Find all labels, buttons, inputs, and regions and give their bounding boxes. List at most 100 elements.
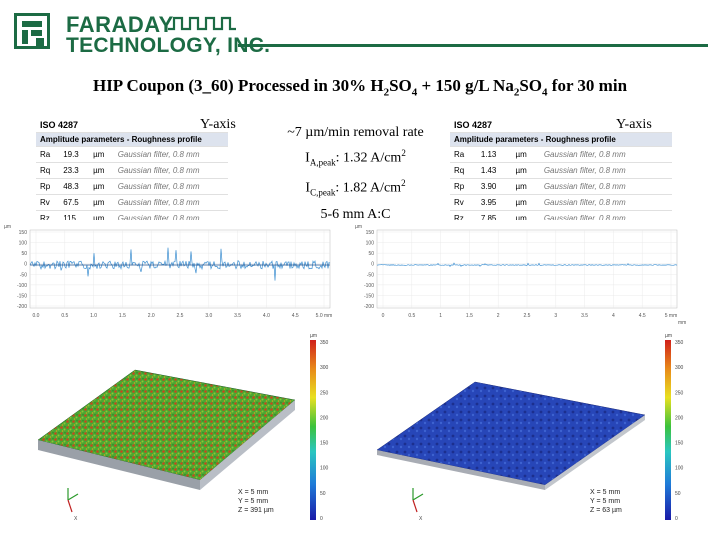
ytick-label: 150 — [19, 230, 28, 236]
left-surface-side-edge — [200, 400, 295, 490]
left-roughness-table: ISO 4287 Amplitude parameters - Roughnes… — [36, 118, 228, 227]
xtick-label: 4.0 — [263, 313, 270, 319]
xtick-label: 0.5 — [61, 313, 68, 319]
electrode-gap: 5-6 mm A:C — [320, 206, 391, 222]
xtick-label: 5 mm — [665, 313, 678, 319]
colorbar-tick-label: 350 — [320, 340, 329, 346]
left-yaxis-label: Y-axis — [200, 117, 236, 132]
xtick-label: 3.5 — [581, 313, 588, 319]
xtick-label: 2.0 — [148, 313, 155, 319]
colorbar-tick-label: 200 — [320, 415, 329, 421]
right-surface-front-edge — [377, 450, 545, 490]
colorbar-tick-label: 300 — [675, 365, 684, 371]
ytick-label: -150 — [364, 293, 374, 299]
xtick-label: 2.5 — [177, 313, 184, 319]
xtick-label: 5.0 mm — [316, 313, 333, 319]
right-profile-xunit: mm — [678, 320, 686, 325]
left-profile-line — [29, 247, 331, 281]
right-yaxis-label: Y-axis — [616, 117, 652, 132]
xtick-label: 4.5 — [639, 313, 646, 319]
table-row: Ra 19.3 µm Gaussian filter, 0.8 mm — [36, 146, 228, 163]
ytick-label: -150 — [17, 293, 27, 299]
faraday-logo-icon — [14, 13, 50, 49]
xtick-label: 3.0 — [205, 313, 212, 319]
axis-triad-icon: X — [412, 488, 424, 522]
left-table-standard: ISO 4287 — [36, 118, 228, 133]
ytick-label: 0 — [24, 262, 27, 268]
xtick-label: 0.0 — [33, 313, 40, 319]
colorbar-tick-label: 150 — [675, 441, 684, 447]
left-dimensions: X = 5 mm Y = 5 mm Z = 391 µm — [238, 489, 274, 514]
pulse-waveform-icon — [168, 16, 236, 31]
ytick-label: -100 — [17, 283, 27, 289]
right-table-section: Amplitude parameters - Roughness profile — [450, 132, 672, 147]
xtick-label: 1.5 — [466, 313, 473, 319]
colorbar-tick-label: 300 — [320, 365, 329, 371]
xtick-label: 0.5 — [408, 313, 415, 319]
process-conditions: ~7 µm/min removal rate IA,peak: 1.32 A/c… — [268, 122, 443, 225]
table-row: Rq 23.3 µm Gaussian filter, 0.8 mm — [36, 162, 228, 179]
xtick-label: 1.0 — [90, 313, 97, 319]
left-cbar-unit: µm — [310, 333, 317, 339]
right-roughness-table: ISO 4287 Amplitude parameters - Roughnes… — [450, 118, 672, 227]
svg-text:X: X — [74, 516, 78, 522]
ytick-label: 100 — [19, 241, 28, 247]
header-divider — [238, 44, 708, 47]
xtick-label: 2.5 — [524, 313, 531, 319]
ytick-label: 150 — [366, 230, 375, 236]
right-roughness-profile: mm µm 150 100 50 0 -50 -100 -150 -200 0 0.5 1 1.5 2… — [355, 220, 690, 325]
right-cbar-unit: µm — [665, 333, 672, 339]
left-surface-front-edge — [38, 440, 200, 490]
right-table-standard: ISO 4287 — [450, 118, 672, 133]
ytick-label: -100 — [364, 283, 374, 289]
colorbar-tick-label: 350 — [675, 340, 684, 346]
left-table-section: Amplitude parameters - Roughness profile — [36, 132, 228, 147]
ytick-label: 100 — [366, 241, 375, 247]
table-row: Ra 1.13 µm Gaussian filter, 0.8 mm — [450, 146, 672, 163]
removal-rate: ~7 µm/min removal rate — [287, 125, 424, 140]
right-profile-yunit: µm — [355, 224, 362, 230]
ytick-label: -200 — [364, 304, 374, 310]
right-surface-side-edge — [545, 415, 645, 490]
left-colorbar — [310, 340, 316, 520]
brand-name-line2: TECHNOLOGY, INC. — [66, 34, 271, 57]
right-dimensions: X = 5 mm Y = 5 mm Z = 63 µm — [590, 489, 622, 514]
table-row: Rp 48.3 µm Gaussian filter, 0.8 mm — [36, 178, 228, 195]
colorbar-tick-label: 250 — [675, 390, 684, 396]
colorbar-tick-label: 250 — [320, 390, 329, 396]
colorbar-tick-label: 150 — [320, 441, 329, 447]
ytick-label: -50 — [367, 272, 374, 278]
right-colorbar — [665, 340, 671, 520]
xtick-label: 1.5 — [119, 313, 126, 319]
ytick-label: -50 — [20, 272, 27, 278]
left-roughness-profile: µm 150 100 50 0 -50 -100 -150 -200 0.0 0.5 1.0 1.5… — [0, 220, 345, 325]
left-profile-yunit: µm — [4, 224, 11, 230]
colorbar-tick-label: 0 — [320, 516, 323, 522]
table-row: Rp 3.90 µm Gaussian filter, 0.8 mm — [450, 178, 672, 195]
ytick-label: 0 — [371, 262, 374, 268]
colorbar-tick-label: 100 — [320, 466, 329, 472]
right-profile-grid — [377, 230, 677, 308]
left-3d-surface-map: µm 350 300 250 200 150 100 50 0 X — [37, 333, 329, 522]
xtick-label: 2 — [497, 313, 500, 319]
xtick-label: 0 — [382, 313, 385, 319]
axis-triad-icon: X — [67, 488, 79, 522]
page-title: HIP Coupon (3_60) Processed in 30% H2SO4… — [92, 76, 628, 99]
brand-name-line1: FARADAY — [66, 12, 174, 37]
svg-text:X: X — [419, 516, 423, 522]
table-row: Rq 1.43 µm Gaussian filter, 0.8 mm — [450, 162, 672, 179]
xtick-label: 4 — [612, 313, 615, 319]
ytick-label: 50 — [368, 251, 374, 257]
right-3d-surface-map: µm 350 300 250 200 150 100 50 0 X — [376, 333, 684, 522]
right-profile-line — [376, 262, 678, 268]
xtick-label: 1 — [439, 313, 442, 319]
colorbar-tick-label: 50 — [320, 491, 326, 497]
right-surface-top — [376, 381, 646, 486]
colorbar-tick-label: 100 — [675, 466, 684, 472]
cathodic-peak-current: IC,peak: 1.82 A/cm2 — [305, 178, 406, 198]
table-row: Rv 67.5 µm Gaussian filter, 0.8 mm — [36, 194, 228, 211]
ytick-label: 50 — [21, 251, 27, 257]
anodic-peak-current: IA,peak: 1.32 A/cm2 — [305, 148, 406, 168]
xtick-label: 4.5 — [292, 313, 299, 319]
colorbar-tick-label: 200 — [675, 415, 684, 421]
